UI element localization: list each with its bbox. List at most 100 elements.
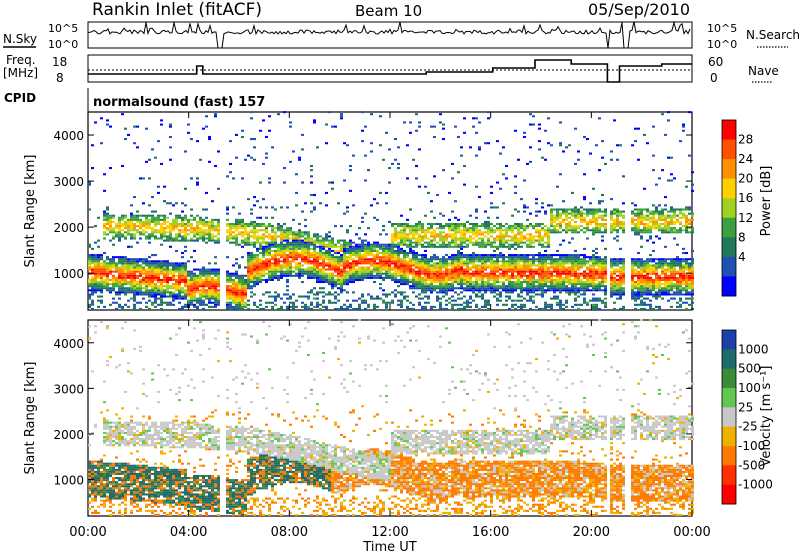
range-cell	[574, 260, 577, 263]
range-cell	[256, 270, 259, 273]
range-cell	[253, 256, 256, 259]
range-cell	[349, 241, 352, 244]
range-cell	[340, 280, 343, 284]
range-cell	[577, 291, 580, 294]
range-cell	[187, 301, 190, 304]
range-cell	[571, 262, 574, 265]
range-cell	[163, 272, 166, 275]
range-cell	[310, 247, 313, 250]
range-cell	[238, 276, 241, 279]
range-cell	[274, 299, 277, 302]
range-cell	[550, 229, 553, 232]
range-cell	[457, 280, 460, 284]
range-cell	[202, 235, 205, 238]
range-cell	[184, 303, 187, 306]
range-cell	[187, 293, 190, 296]
range-cell	[361, 270, 364, 273]
range-cell	[568, 225, 571, 228]
range-cell	[457, 218, 460, 221]
range-cell	[313, 239, 316, 242]
range-cell	[145, 225, 148, 228]
range-cell	[382, 272, 385, 275]
range-cell	[310, 237, 313, 240]
range-cell	[193, 285, 196, 288]
range-cell	[289, 251, 292, 255]
range-cell	[301, 210, 304, 213]
range-cell	[541, 235, 544, 238]
range-cell	[559, 260, 562, 263]
range-cell	[568, 291, 571, 294]
range-cell	[250, 156, 253, 159]
range-cell	[595, 258, 598, 261]
range-cell	[289, 254, 292, 257]
range-cell	[127, 231, 130, 234]
range-cell	[559, 216, 562, 219]
range-cell	[391, 301, 394, 304]
range-cell	[514, 243, 517, 246]
range-cell	[202, 270, 205, 273]
range-cell	[130, 237, 133, 240]
range-cell	[283, 260, 286, 263]
range-cell	[157, 191, 160, 194]
range-cell	[445, 239, 448, 242]
range-cell	[382, 256, 385, 259]
range-cell	[409, 243, 412, 246]
range-cell	[118, 285, 121, 288]
range-cell	[217, 283, 220, 286]
range-cell	[409, 307, 412, 310]
range-cell	[343, 249, 346, 252]
range-cell	[550, 274, 553, 277]
range-cell	[514, 268, 517, 271]
range-cell	[481, 283, 484, 286]
range-cell	[109, 258, 112, 261]
range-cell	[157, 291, 160, 294]
range-cell	[163, 235, 166, 238]
range-cell	[349, 258, 352, 261]
range-cell	[574, 229, 577, 232]
range-cell	[100, 268, 103, 271]
range-cell	[454, 125, 457, 128]
range-cell	[463, 225, 466, 228]
range-cell	[166, 283, 169, 286]
range-cell	[175, 266, 178, 269]
range-cell	[373, 249, 376, 252]
range-cell	[178, 289, 181, 292]
nsky-label: N.Sky	[3, 32, 37, 46]
range-cell	[511, 214, 514, 217]
range-cell	[370, 247, 373, 250]
range-cell	[298, 243, 301, 246]
range-cell	[178, 216, 181, 219]
range-cell	[205, 225, 208, 228]
range-cell	[427, 276, 430, 279]
range-cell	[115, 307, 118, 310]
range-cell	[301, 241, 304, 244]
range-cell	[277, 262, 280, 265]
range-cell	[445, 268, 448, 271]
range-cell	[553, 258, 556, 261]
range-cell	[253, 266, 256, 269]
range-cell	[397, 225, 400, 228]
range-cell	[313, 297, 316, 300]
range-cell	[106, 216, 109, 219]
range-cell	[106, 212, 109, 215]
range-cell	[445, 237, 448, 240]
range-cell	[580, 266, 583, 269]
range-cell	[184, 295, 187, 298]
range-cell	[346, 245, 349, 248]
range-cell	[427, 272, 430, 275]
range-cell	[202, 268, 205, 271]
range-cell	[334, 245, 337, 248]
range-cell	[106, 208, 109, 211]
range-cell	[166, 276, 169, 279]
range-cell	[310, 239, 313, 242]
range-cell	[184, 297, 187, 300]
range-cell	[100, 301, 103, 304]
range-cell	[421, 266, 424, 269]
range-cell	[238, 297, 241, 300]
range-cell	[526, 258, 529, 261]
range-cell	[145, 235, 148, 238]
range-cell	[391, 245, 394, 248]
range-cell	[595, 229, 598, 232]
range-cell	[256, 260, 259, 263]
range-cell	[199, 280, 202, 284]
